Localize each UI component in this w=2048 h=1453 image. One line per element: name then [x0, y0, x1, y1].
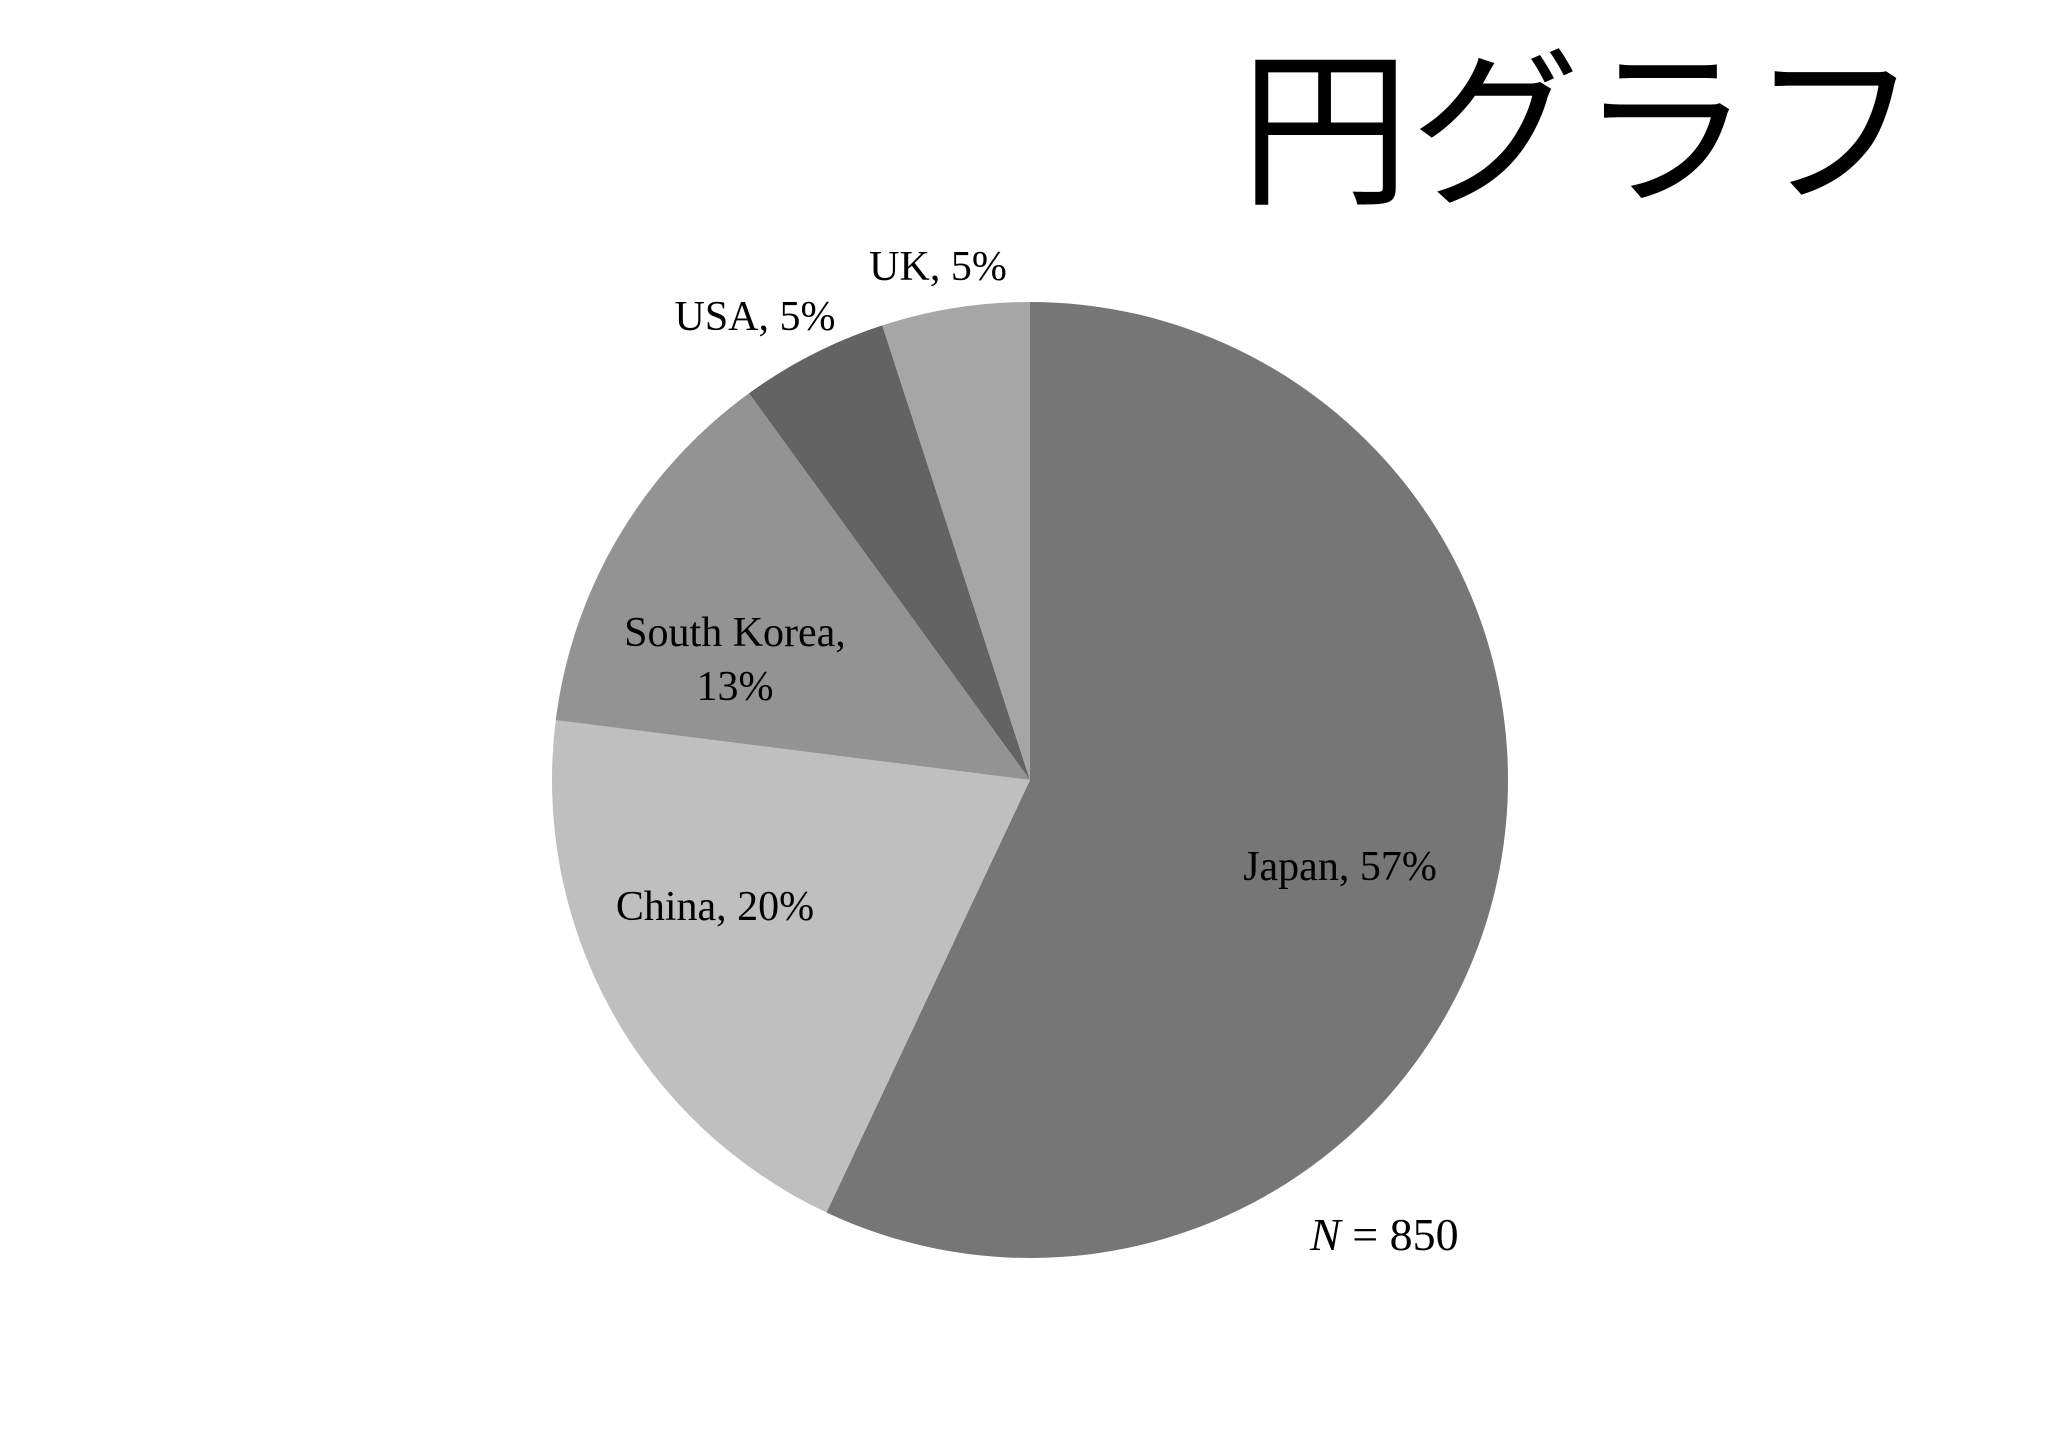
data-label-line: 13% — [697, 664, 774, 710]
data-label-usa: USA, 5% — [674, 294, 835, 340]
pie-slices — [552, 302, 1508, 1258]
pie-slice-south-korea — [555, 393, 1030, 780]
data-label-uk: UK, 5% — [869, 244, 1007, 290]
sample-size-symbol: N — [1309, 1209, 1343, 1260]
data-label-china: China, 20% — [616, 884, 814, 930]
pie-slice-usa — [749, 325, 1030, 780]
data-label-line: South Korea, — [624, 610, 846, 656]
pie-slice-japan — [826, 302, 1508, 1258]
chart-title: 円グラフ — [1240, 34, 1921, 232]
pie-slice-uk — [882, 302, 1030, 780]
sample-size-value: = 850 — [1341, 1209, 1459, 1260]
data-label-south-korea: South Korea, 13% — [624, 610, 846, 710]
pie-slice-china — [552, 720, 1030, 1213]
pie-labels: Japan, 57% China, 20% South Korea, 13% USA, … — [616, 244, 1437, 930]
data-label-japan: Japan, 57% — [1243, 844, 1437, 890]
sample-size-label: N = 850 — [1309, 1209, 1459, 1260]
